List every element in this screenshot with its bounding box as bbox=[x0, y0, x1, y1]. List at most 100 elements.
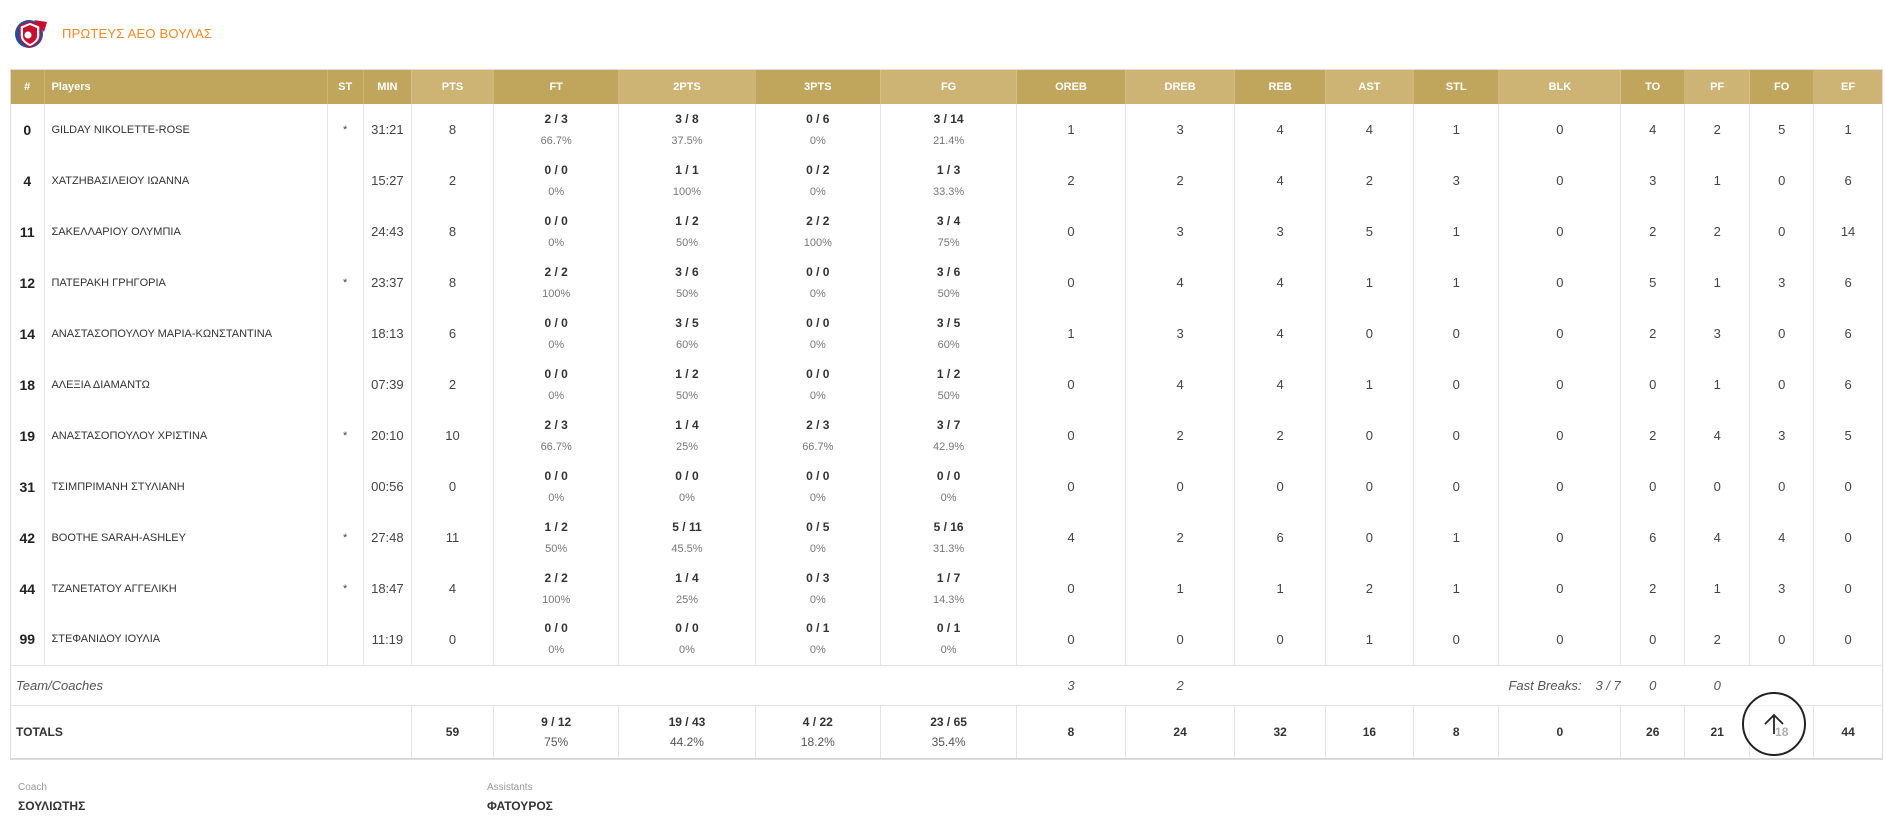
player-name[interactable]: ΑΝΑΣΤΑΣΟΠΟΥΛΟΥ ΧΡΙΣΤΙΝΑ bbox=[44, 410, 328, 461]
player-to: 0 bbox=[1620, 614, 1686, 665]
col-header-ast[interactable]: AST bbox=[1325, 69, 1414, 104]
totals-row: TOTALS 59 9 / 12 75% 19 / 43 44.2% 4 / 22 1… bbox=[10, 704, 1883, 759]
player-fg-pct: 0% bbox=[940, 644, 957, 657]
player-ast: 0 bbox=[1325, 512, 1414, 563]
player-points: 2 bbox=[411, 359, 494, 410]
col-header-fo[interactable]: FO bbox=[1749, 69, 1815, 104]
totals-fg-pct: 35.4% bbox=[931, 734, 966, 749]
player-row: 4 ΧΑΤΖΗΒΑΣΙΛΕΙΟΥ ΙΩΑΝΝΑ 15:27 2 0 / 0 0% 1 / 1… bbox=[10, 155, 1883, 206]
player-starter bbox=[327, 461, 364, 512]
player-fg-pct: 0% bbox=[940, 491, 957, 504]
player-reb: 6 bbox=[1234, 512, 1326, 563]
player-points: 0 bbox=[411, 614, 494, 665]
player-pf: 4 bbox=[1684, 410, 1751, 461]
player-3pts-made: 0 / 1 bbox=[806, 621, 830, 636]
player-fg-made: 1 / 7 bbox=[936, 570, 961, 585]
player-3pts: 0 / 0 0% bbox=[755, 461, 881, 512]
col-header-pts[interactable]: PTS bbox=[411, 69, 494, 104]
col-header-st[interactable]: ST bbox=[327, 69, 364, 104]
player-3pts: 0 / 0 0% bbox=[755, 359, 881, 410]
col-header-2pts[interactable]: 2PTS bbox=[618, 69, 756, 104]
player-number: 31 bbox=[10, 461, 46, 512]
player-number: 4 bbox=[10, 155, 46, 206]
player-dreb: 3 bbox=[1125, 206, 1236, 257]
col-header-3pts[interactable]: 3PTS bbox=[755, 69, 881, 104]
team-coaches-to: 0 bbox=[1620, 664, 1685, 705]
scroll-to-top-button[interactable] bbox=[1742, 692, 1806, 756]
player-number: 42 bbox=[10, 512, 46, 563]
player-ef: 6 bbox=[1813, 155, 1883, 206]
player-3pts-pct: 0% bbox=[809, 593, 826, 606]
player-3pts-pct: 0% bbox=[809, 134, 826, 147]
col-header-dreb[interactable]: DREB bbox=[1125, 69, 1236, 104]
player-name[interactable]: ΣΤΕΦΑΝΙΔΟΥ ΙΟΥΛΙΑ bbox=[44, 614, 328, 665]
col-header-oreb[interactable]: OREB bbox=[1016, 69, 1126, 104]
player-row: 42 BOOTHE SARAH-ASHLEY * 27:48 11 1 / 2 50% 5 /… bbox=[10, 512, 1883, 563]
player-name[interactable]: BOOTHE SARAH-ASHLEY bbox=[44, 512, 328, 563]
player-oreb: 1 bbox=[1016, 104, 1126, 155]
totals-ef: 44 bbox=[1813, 704, 1883, 759]
col-header-to[interactable]: TO bbox=[1620, 69, 1686, 104]
player-oreb: 0 bbox=[1016, 359, 1126, 410]
player-reb: 4 bbox=[1234, 104, 1326, 155]
player-3pts: 0 / 0 0% bbox=[755, 257, 881, 308]
player-3pts-made: 0 / 0 bbox=[806, 366, 830, 381]
player-name[interactable]: ΣΑΚΕΛΛΑΡΙΟΥ ΟΛΥΜΠΙΑ bbox=[44, 206, 328, 257]
player-starter bbox=[327, 614, 364, 665]
player-starter bbox=[327, 155, 364, 206]
player-ef: 1 bbox=[1813, 104, 1883, 155]
player-minutes: 18:47 bbox=[363, 563, 412, 614]
totals-reb: 32 bbox=[1234, 704, 1326, 759]
player-3pts-pct: 0% bbox=[809, 542, 826, 555]
player-rows: 0 GILDAY NIKOLETTE-ROSE * 31:21 8 2 / 3 66.7% 3… bbox=[10, 104, 1883, 665]
player-number: 99 bbox=[10, 614, 46, 665]
player-name[interactable]: GILDAY NIKOLETTE-ROSE bbox=[44, 104, 328, 155]
player-ef: 0 bbox=[1813, 614, 1883, 665]
player-fg-pct: 50% bbox=[937, 389, 960, 402]
player-fg-made: 0 / 1 bbox=[936, 621, 961, 636]
player-3pts-pct: 0% bbox=[809, 185, 826, 198]
player-3pts-pct: 0% bbox=[809, 491, 826, 504]
totals-2pts: 19 / 43 44.2% bbox=[618, 704, 756, 759]
col-header-blk[interactable]: BLK bbox=[1498, 69, 1622, 104]
col-header-reb[interactable]: REB bbox=[1234, 69, 1326, 104]
player-pf: 2 bbox=[1684, 104, 1751, 155]
player-to: 0 bbox=[1620, 359, 1686, 410]
player-minutes: 27:48 bbox=[363, 512, 412, 563]
player-3pts-pct: 100% bbox=[803, 236, 832, 249]
player-name[interactable]: ΑΛΕΞΙΑ ΔΙΑΜΑΝΤΩ bbox=[44, 359, 328, 410]
player-starter: * bbox=[327, 104, 364, 155]
player-2pts: 3 / 5 60% bbox=[618, 308, 756, 359]
col-header-ft[interactable]: FT bbox=[493, 69, 620, 104]
col-header-stl[interactable]: STL bbox=[1413, 69, 1500, 104]
player-3pts: 0 / 2 0% bbox=[755, 155, 881, 206]
col-header-ef[interactable]: EF bbox=[1813, 69, 1883, 104]
team-name[interactable]: ΠΡΩΤΕΥΣ ΑΕΟ ΒΟΥΛΑΣ bbox=[62, 25, 213, 41]
player-3pts-pct: 0% bbox=[809, 644, 826, 657]
player-fg: 1 / 7 14.3% bbox=[880, 563, 1018, 614]
player-oreb: 2 bbox=[1016, 155, 1126, 206]
player-blk: 0 bbox=[1498, 155, 1622, 206]
player-name[interactable]: ΤΣΙΜΠΡΙΜΑΝΗ ΣΤΥΛΙΑΝΗ bbox=[44, 461, 328, 512]
player-name[interactable]: ΠΑΤΕΡΑΚΗ ΓΡΗΓΟΡΙΑ bbox=[44, 257, 328, 308]
player-starter: * bbox=[327, 563, 364, 614]
player-reb: 4 bbox=[1234, 257, 1326, 308]
player-2pts-pct: 25% bbox=[675, 593, 698, 606]
player-ft: 0 / 0 0% bbox=[493, 461, 620, 512]
col-header-num[interactable]: # bbox=[10, 69, 46, 104]
player-name[interactable]: ΧΑΤΖΗΒΑΣΙΛΕΙΟΥ ΙΩΑΝΝΑ bbox=[44, 155, 328, 206]
coach-block: Coach ΣΟΥΛΙΩΤΗΣ bbox=[18, 782, 85, 813]
player-number: 44 bbox=[10, 563, 46, 614]
player-to: 2 bbox=[1620, 308, 1686, 359]
col-header-pf[interactable]: PF bbox=[1684, 69, 1751, 104]
col-header-fg[interactable]: FG bbox=[880, 69, 1018, 104]
totals-stl: 8 bbox=[1413, 704, 1500, 759]
player-stl: 0 bbox=[1413, 410, 1500, 461]
player-name[interactable]: ΤΖΑΝΕΤΑΤΟΥ ΑΓΓΕΛΙΚΗ bbox=[44, 563, 328, 614]
player-name[interactable]: ΑΝΑΣΤΑΣΟΠΟΥΛΟΥ ΜΑΡΙΑ-ΚΩΝΣΤΑΝΤΙΝΑ bbox=[44, 308, 328, 359]
fast-breaks-label: Fast Breaks: bbox=[1508, 677, 1582, 693]
col-header-min[interactable]: MIN bbox=[363, 69, 412, 104]
col-header-players[interactable]: Players bbox=[44, 69, 328, 104]
player-ef: 6 bbox=[1813, 359, 1883, 410]
player-row: 99 ΣΤΕΦΑΝΙΔΟΥ ΙΟΥΛΙΑ 11:19 0 0 / 0 0% 0 / 0 0% 0… bbox=[10, 614, 1883, 665]
